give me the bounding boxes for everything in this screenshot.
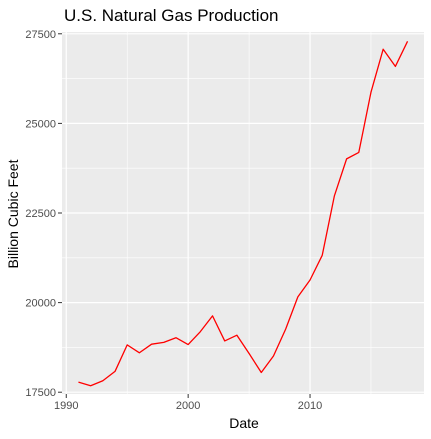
chart-title: U.S. Natural Gas Production	[64, 6, 278, 25]
series-line	[78, 41, 409, 387]
x-tick-label: 1990	[54, 400, 78, 412]
x-axis-label: Date	[229, 415, 259, 431]
y-axis: 17500 20000 22500 25000 27500	[25, 29, 62, 399]
y-tick-label: 22500	[25, 208, 56, 220]
y-axis-label: Billion Cubic Feet	[5, 159, 21, 268]
major-gridlines	[62, 32, 424, 394]
y-tick-label: 20000	[25, 298, 56, 310]
x-tick-label: 2000	[176, 400, 200, 412]
x-tick-label: 2010	[298, 400, 322, 412]
y-tick-label: 25000	[25, 118, 56, 130]
x-axis: 1990 2000 2010	[54, 394, 322, 412]
y-tick-label: 27500	[25, 29, 56, 41]
y-tick-label: 17500	[25, 387, 56, 399]
